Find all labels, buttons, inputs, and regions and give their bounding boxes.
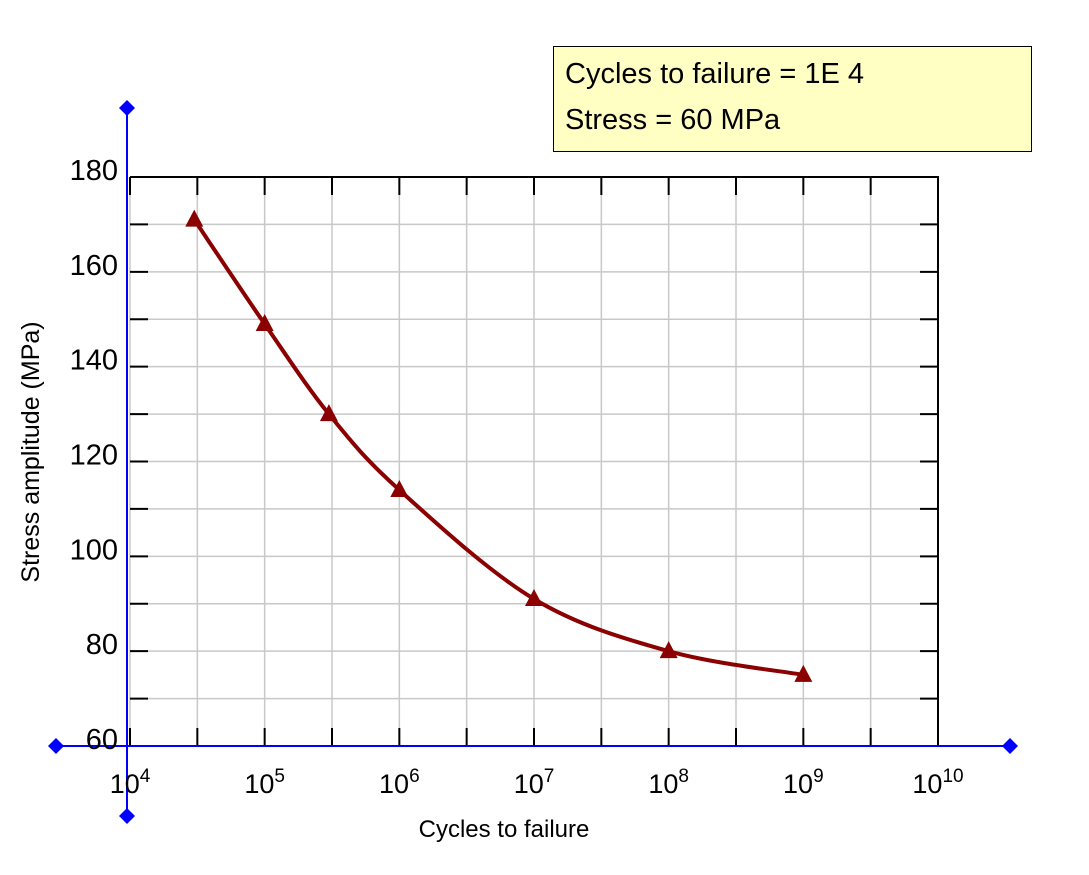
x-tick-label: 104 <box>110 766 151 799</box>
y-tick-label: 160 <box>70 250 118 282</box>
data-point-marker <box>794 664 813 682</box>
readout-stress: Stress = 60 MPa <box>565 104 781 136</box>
y-axis-title: Stress amplitude (MPa) <box>17 321 45 582</box>
axis-labels: 60 80 100 120 140 160 180 104 105 106 107 108 109 101… <box>17 155 964 843</box>
plot-frame <box>129 176 939 747</box>
crosshair-axes[interactable] <box>48 100 1018 824</box>
x-tick-label: 1010 <box>912 766 963 799</box>
data-point-marker <box>390 479 409 497</box>
readout-cycles: Cycles to failure = 1E 4 <box>565 58 865 90</box>
x-tick-label: 106 <box>379 766 420 799</box>
y-tick-label: 140 <box>70 345 118 377</box>
x-tick-label: 108 <box>648 766 689 799</box>
crosshair-left-handle[interactable] <box>48 738 64 754</box>
data-point-marker <box>319 404 338 422</box>
grid <box>129 176 939 747</box>
y-tick-label: 180 <box>70 155 118 187</box>
sn-curve-line <box>192 218 804 677</box>
y-tick-label: 100 <box>70 534 118 566</box>
y-tick-label: 80 <box>86 629 118 661</box>
data-point-marker <box>255 313 274 331</box>
data-series <box>185 209 813 682</box>
y-tick-label: 60 <box>86 724 118 756</box>
x-tick-label: 109 <box>783 766 824 799</box>
crosshair-bottom-handle[interactable] <box>119 808 135 824</box>
data-point-marker <box>659 641 678 659</box>
data-point-marker <box>185 209 204 227</box>
data-point-marker <box>525 589 543 607</box>
x-axis-title: Cycles to failure <box>419 816 590 843</box>
y-tick-label: 120 <box>70 440 118 472</box>
cursor-readout-box: Cycles to failure = 1E 4 Stress = 60 MPa <box>553 46 1032 152</box>
crosshair-right-handle[interactable] <box>1002 738 1018 754</box>
x-tick-label: 105 <box>244 766 285 799</box>
x-tick-label: 107 <box>514 766 555 799</box>
crosshair-top-handle[interactable] <box>119 100 135 116</box>
